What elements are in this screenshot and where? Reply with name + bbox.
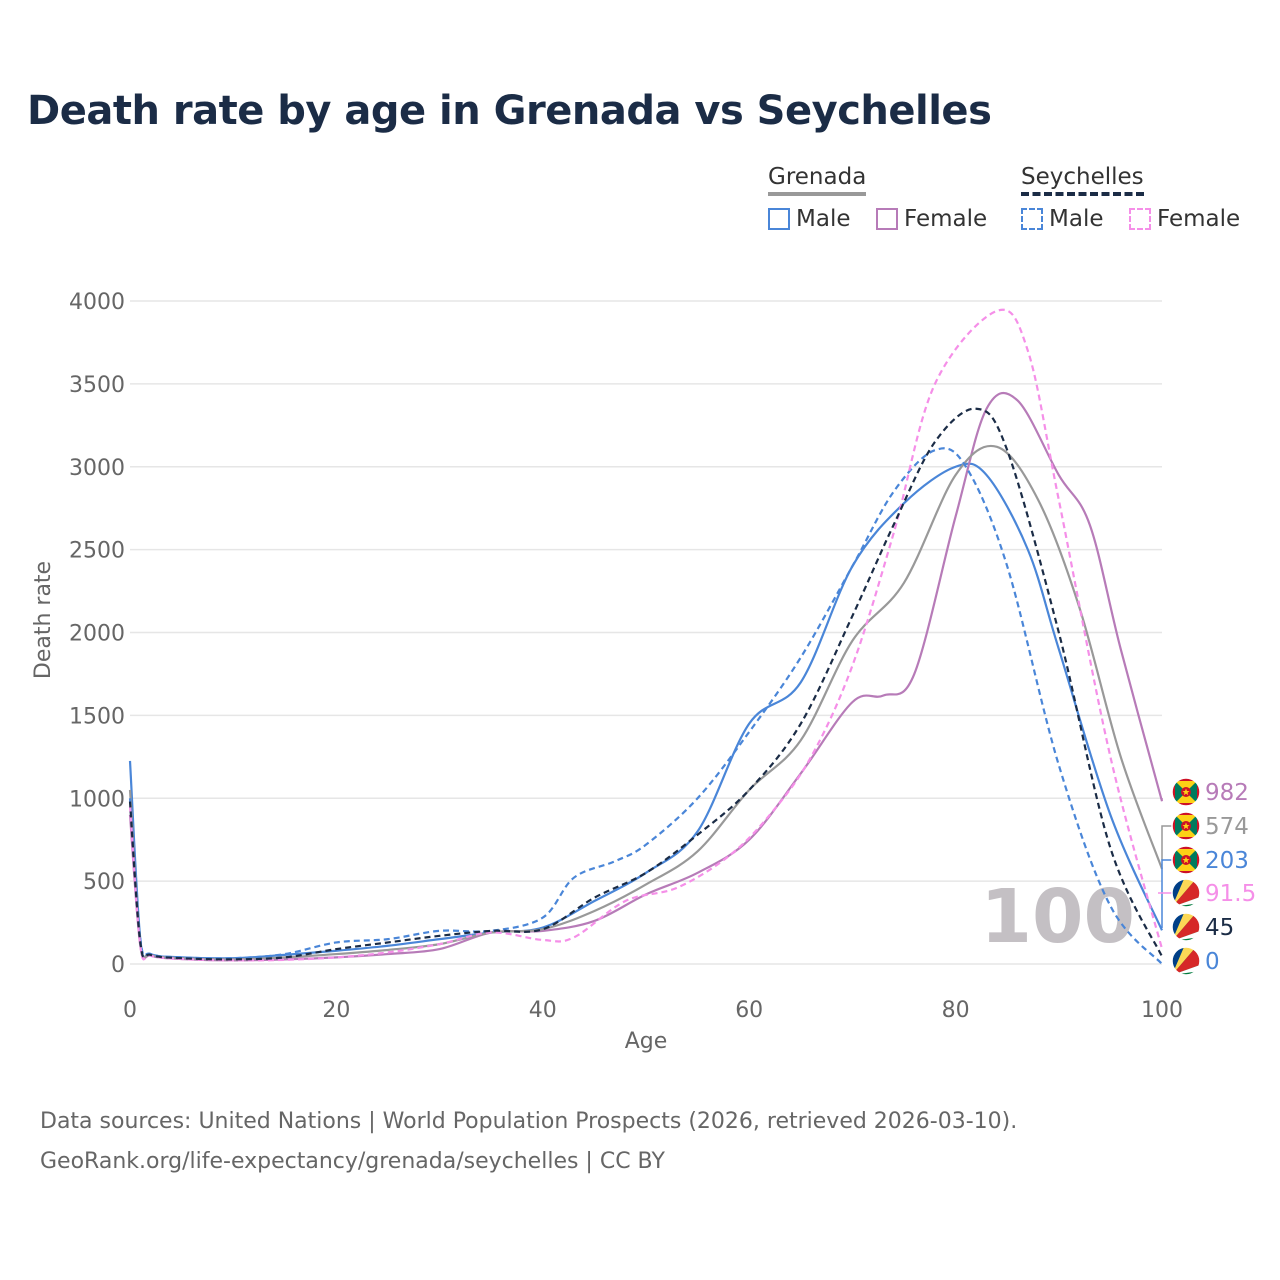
y-tick-label: 2500 <box>69 539 125 564</box>
series-line-seychelles-both[interactable] <box>128 407 1163 961</box>
end-labels: 982 574 203 91.5 45 0 <box>1158 777 1256 976</box>
end-value-label: 91.5 <box>1205 881 1256 907</box>
y-tick-label: 4000 <box>69 290 125 315</box>
legend-label: Male <box>796 206 851 232</box>
y-axis-label: Death rate <box>31 561 56 679</box>
series-line-seychelles-female[interactable] <box>128 308 1164 962</box>
legend-group-grenada[interactable]: Grenada <box>768 164 867 196</box>
y-tick-label: 0 <box>111 953 125 978</box>
end-connector <box>1161 825 1172 860</box>
legend-swatch-icon <box>768 208 790 230</box>
chart-title: Death rate by age in Grenada vs Seychell… <box>27 88 992 134</box>
y-tick-label: 1000 <box>69 787 125 812</box>
y-tick-label: 3000 <box>69 456 125 481</box>
y-tick-label: 500 <box>83 870 125 895</box>
y-tick-label: 2000 <box>69 622 125 647</box>
footer-sources: Data sources: United Nations | World Pop… <box>40 1109 1018 1134</box>
legend-group-label: Seychelles <box>1021 164 1144 190</box>
legend-swatch-icon <box>1129 208 1151 230</box>
legend-item-grenada-male[interactable]: Male <box>768 206 850 232</box>
legend-item-seychelles-female[interactable]: Female <box>1129 206 1240 232</box>
x-tick-label: 60 <box>735 998 763 1023</box>
grenada-flag-icon <box>1171 777 1201 807</box>
x-tick-label: 0 <box>123 998 137 1023</box>
legend-label: Female <box>904 206 988 232</box>
x-axis-label: Age <box>625 1029 668 1054</box>
x-tick-label: 20 <box>322 998 350 1023</box>
seychelles-flag-icon <box>1171 946 1201 976</box>
end-value-label: 45 <box>1205 915 1234 941</box>
end-value-label: 574 <box>1205 814 1249 840</box>
x-tick-label: 40 <box>529 998 557 1023</box>
y-tick-labels: 0 500 1000 1500 2000 2500 3000 3500 4000 <box>69 290 125 978</box>
y-tick-label: 3500 <box>69 373 125 398</box>
seychelles-flag-icon <box>1171 878 1201 908</box>
legend-group-label: Grenada <box>768 164 867 190</box>
legend-item-grenada-female[interactable]: Female <box>876 206 987 232</box>
legend-swatch-icon <box>1021 208 1043 230</box>
series-line-grenada-both[interactable] <box>128 444 1164 961</box>
year-watermark: 100 <box>981 874 1135 960</box>
legend-group-line-solid <box>768 192 867 196</box>
legend-item-seychelles-male[interactable]: Male <box>1021 206 1103 232</box>
grenada-flag-icon <box>1171 845 1201 875</box>
legend-group-seychelles[interactable]: Seychelles <box>1021 164 1144 196</box>
x-tick-label: 80 <box>942 998 970 1023</box>
footer-link[interactable]: GeoRank.org/life-expectancy/grenada/seyc… <box>40 1149 665 1174</box>
end-value-label: 0 <box>1205 949 1220 975</box>
end-connector <box>1161 859 1172 928</box>
y-tick-label: 1500 <box>69 704 125 729</box>
gridlines <box>130 300 1162 965</box>
x-tick-label: 100 <box>1141 998 1183 1023</box>
grenada-flag-icon <box>1171 811 1201 841</box>
series-lines <box>128 308 1164 965</box>
legend-group-line-dashed <box>1021 192 1144 196</box>
legend-label: Female <box>1157 206 1241 232</box>
end-value-label: 982 <box>1205 780 1249 806</box>
legend-swatch-icon <box>876 208 898 230</box>
series-line-seychelles-male[interactable] <box>128 447 1163 965</box>
legend-label: Male <box>1049 206 1104 232</box>
x-tick-labels: 0 20 40 60 80 100 <box>123 998 1183 1023</box>
end-value-label: 203 <box>1205 848 1249 874</box>
seychelles-flag-icon <box>1171 912 1201 942</box>
